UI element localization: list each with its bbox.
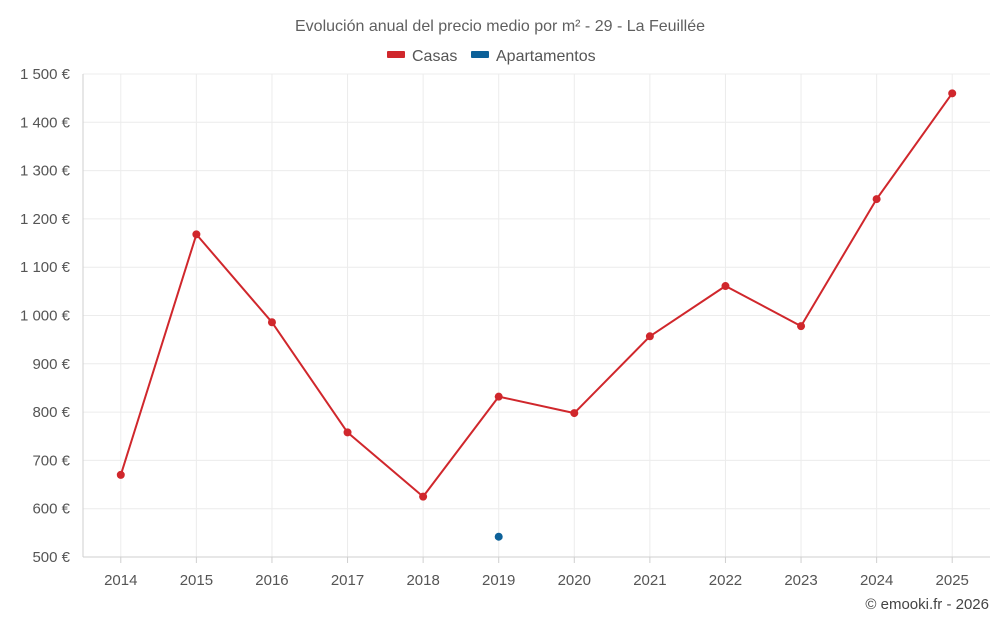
x-tick-label: 2021 (633, 572, 666, 589)
y-tick-label: 900 € (32, 356, 70, 373)
data-point-apartamentos[interactable] (494, 532, 503, 541)
y-tick-label: 800 € (32, 404, 70, 421)
axes: 500 € 600 € 700 € 800 € 900 € 1 000 € 1 100 € 1… (20, 66, 990, 589)
data-point-casas[interactable] (797, 322, 806, 331)
legend: Casas Apartamentos (387, 48, 596, 65)
y-tick-label: 1 100 € (20, 259, 71, 276)
legend-item-apartamentos[interactable]: Apartamentos (471, 48, 596, 65)
y-tick-label: 700 € (32, 452, 70, 469)
series-apartamentos (494, 532, 503, 541)
credit-text: © emooki.fr - 2026 (865, 596, 989, 613)
series-line-casas (119, 92, 954, 498)
x-tick-label: 2023 (784, 572, 817, 589)
legend-swatch-apartamentos (471, 51, 489, 58)
x-tick-label: 2019 (482, 572, 515, 589)
y-tick-label: 1 400 € (20, 114, 71, 131)
x-tick-label: 2016 (255, 572, 288, 589)
y-tick-label: 600 € (32, 501, 70, 518)
grid (83, 73, 990, 557)
data-point-casas[interactable] (192, 230, 201, 239)
data-point-casas[interactable] (343, 428, 352, 437)
data-point-casas[interactable] (419, 492, 428, 501)
data-point-casas[interactable] (494, 392, 503, 401)
chart-title: Evolución anual del precio medio por m² … (295, 18, 705, 35)
x-tick-label: 2024 (860, 572, 893, 589)
y-tick-label: 1 200 € (20, 211, 71, 228)
x-tick-label: 2018 (406, 572, 439, 589)
x-tick-label: 2022 (709, 572, 742, 589)
x-tick-label: 2014 (104, 572, 137, 589)
data-point-casas[interactable] (645, 332, 654, 341)
series-casas (116, 89, 957, 501)
data-point-casas[interactable] (570, 409, 579, 418)
y-tick-label: 500 € (32, 549, 70, 566)
series (116, 89, 957, 541)
legend-swatch-casas (387, 51, 405, 58)
data-point-casas[interactable] (116, 470, 125, 479)
y-tick-label: 1 300 € (20, 163, 71, 180)
y-tick-label: 1 500 € (20, 66, 71, 83)
x-tick-label: 2015 (180, 572, 213, 589)
legend-item-casas[interactable]: Casas (387, 48, 457, 65)
x-tick-label: 2017 (331, 572, 364, 589)
x-tick-label: 2020 (558, 572, 591, 589)
legend-label-apartamentos: Apartamentos (496, 48, 596, 65)
data-point-casas[interactable] (948, 89, 957, 98)
legend-label-casas: Casas (412, 48, 457, 65)
data-point-casas[interactable] (267, 318, 276, 327)
y-tick-label: 1 000 € (20, 308, 71, 325)
data-point-casas[interactable] (872, 195, 881, 204)
data-point-casas[interactable] (721, 282, 730, 291)
x-tick-label: 2025 (936, 572, 969, 589)
